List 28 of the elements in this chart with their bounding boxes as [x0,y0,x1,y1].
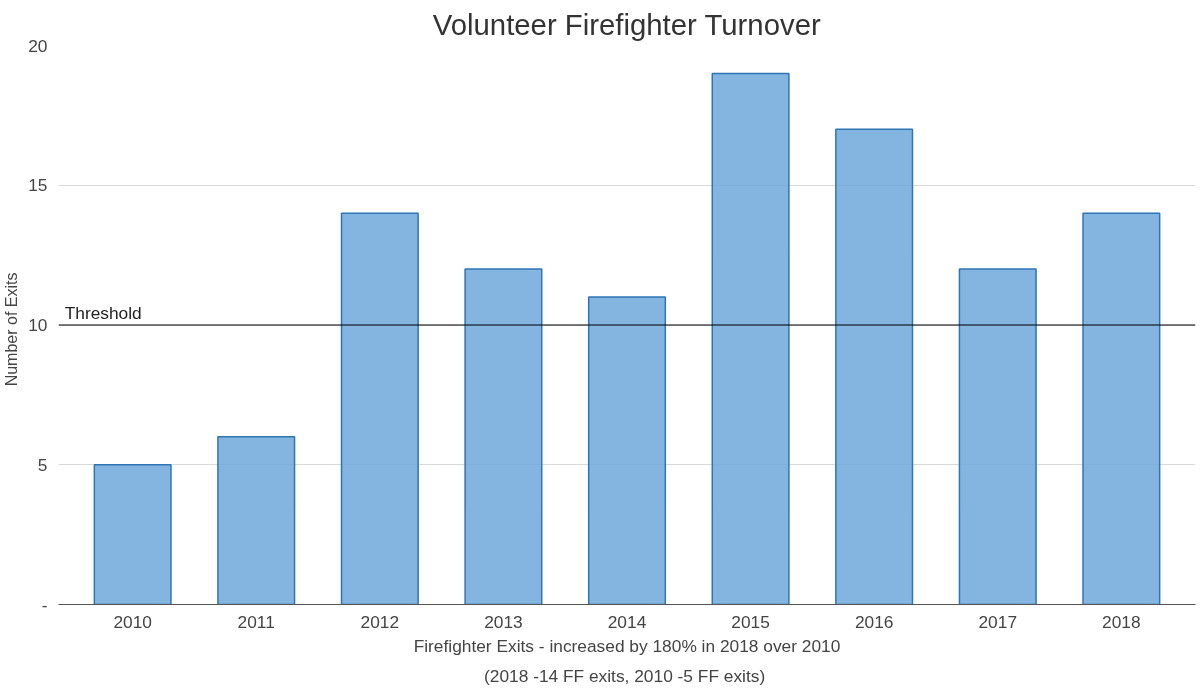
bar [958,268,1037,605]
x-tick-label: 2015 [731,611,770,632]
x-tick-label: 2010 [113,611,152,632]
x-tick-label: 2016 [854,611,894,632]
ref-line-label: Threshold [64,303,142,323]
bar [340,212,419,605]
y-tick-label: - [41,594,48,615]
x-tick-label: 2017 [978,611,1018,632]
y-axis-title: Number of Exits [3,272,21,387]
x-tick-label: 2014 [607,611,647,632]
bar [93,464,172,605]
chart-title: Volunteer Firefighter Turnover [432,7,821,41]
y-tick-label: 20 [28,35,48,56]
bar [711,72,790,605]
bar [1082,212,1161,605]
y-tick-label: 10 [28,315,48,335]
bar [217,436,296,605]
y-tick-label: 5 [37,454,48,475]
bar [464,268,543,605]
x-tick-label: 2013 [484,611,523,632]
y-tick-label: 15 [28,175,48,196]
bar [587,296,667,605]
bar [835,128,914,605]
text: (2018 -14 FF exits, 2010 -5 FF exits) [483,665,766,686]
x-tick-label: 2018 [1102,611,1141,632]
x-axis-title: Firefighter Exits - increased by 180% in 2018 over 2010 [413,635,841,656]
x-tick-label: 2012 [360,611,400,632]
x-tick-label: 2011 [237,611,275,632]
